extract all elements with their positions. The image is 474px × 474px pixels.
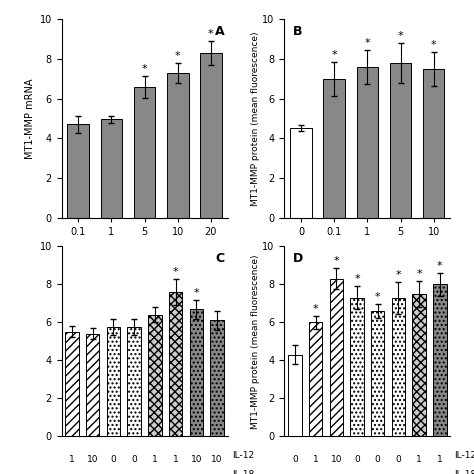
Bar: [128, 327, 141, 436]
Text: *: *: [437, 261, 443, 271]
Y-axis label: MT1-MMP protein (mean fluorescence): MT1-MMP protein (mean fluorescence): [251, 254, 260, 428]
Text: 1: 1: [69, 455, 75, 464]
Text: *: *: [173, 267, 179, 277]
Text: *: *: [354, 274, 360, 284]
Bar: [412, 294, 426, 436]
Bar: [107, 327, 120, 436]
Bar: [433, 284, 447, 436]
Bar: [65, 332, 79, 436]
Text: *: *: [208, 29, 214, 39]
Text: *: *: [375, 292, 381, 302]
Text: C: C: [215, 252, 224, 265]
Bar: [210, 320, 224, 436]
Text: IL-18: IL-18: [455, 470, 474, 474]
Text: A: A: [215, 25, 224, 38]
Bar: [148, 315, 162, 436]
Text: *: *: [431, 40, 437, 50]
Text: *: *: [175, 51, 181, 61]
Text: *: *: [193, 288, 199, 298]
Bar: [134, 87, 155, 218]
Bar: [100, 119, 122, 218]
Bar: [423, 69, 445, 218]
Text: IL-12: IL-12: [455, 451, 474, 460]
Y-axis label: MT1-MMP mRNA: MT1-MMP mRNA: [26, 78, 36, 159]
Y-axis label: MT1-MMP protein (mean fluorescence): MT1-MMP protein (mean fluorescence): [251, 31, 260, 206]
Text: 0: 0: [110, 455, 116, 464]
Text: D: D: [292, 252, 303, 265]
Text: 0: 0: [292, 455, 298, 464]
Text: *: *: [331, 50, 337, 60]
Bar: [309, 322, 322, 436]
Text: 0: 0: [131, 455, 137, 464]
Text: *: *: [416, 269, 422, 279]
Bar: [350, 298, 364, 436]
Text: 1: 1: [437, 455, 443, 464]
Bar: [390, 63, 411, 218]
Bar: [290, 128, 312, 218]
Bar: [190, 309, 203, 436]
Bar: [167, 73, 189, 218]
Text: 1: 1: [152, 455, 158, 464]
Text: *: *: [398, 31, 403, 41]
Text: 1: 1: [313, 455, 319, 464]
Text: *: *: [333, 256, 339, 266]
Text: 10: 10: [330, 455, 342, 464]
Bar: [329, 279, 343, 436]
Text: 1: 1: [416, 455, 422, 464]
Bar: [86, 334, 100, 436]
Text: *: *: [313, 304, 319, 314]
Bar: [371, 311, 384, 436]
Bar: [169, 292, 182, 436]
Text: 1: 1: [173, 455, 179, 464]
Text: 0: 0: [375, 455, 381, 464]
Text: 0: 0: [354, 455, 360, 464]
Bar: [356, 67, 378, 218]
Text: 0: 0: [396, 455, 401, 464]
Bar: [392, 298, 405, 436]
Bar: [67, 125, 89, 218]
Text: *: *: [142, 64, 147, 74]
Text: 10: 10: [191, 455, 202, 464]
Text: B: B: [292, 25, 302, 38]
Text: 10: 10: [87, 455, 99, 464]
Text: IL-18: IL-18: [232, 470, 254, 474]
Text: *: *: [396, 270, 401, 280]
Text: IL-12: IL-12: [232, 451, 254, 460]
Text: 10: 10: [211, 455, 223, 464]
Bar: [200, 53, 222, 218]
Text: *: *: [365, 38, 370, 48]
Bar: [323, 79, 345, 218]
Bar: [288, 355, 301, 436]
